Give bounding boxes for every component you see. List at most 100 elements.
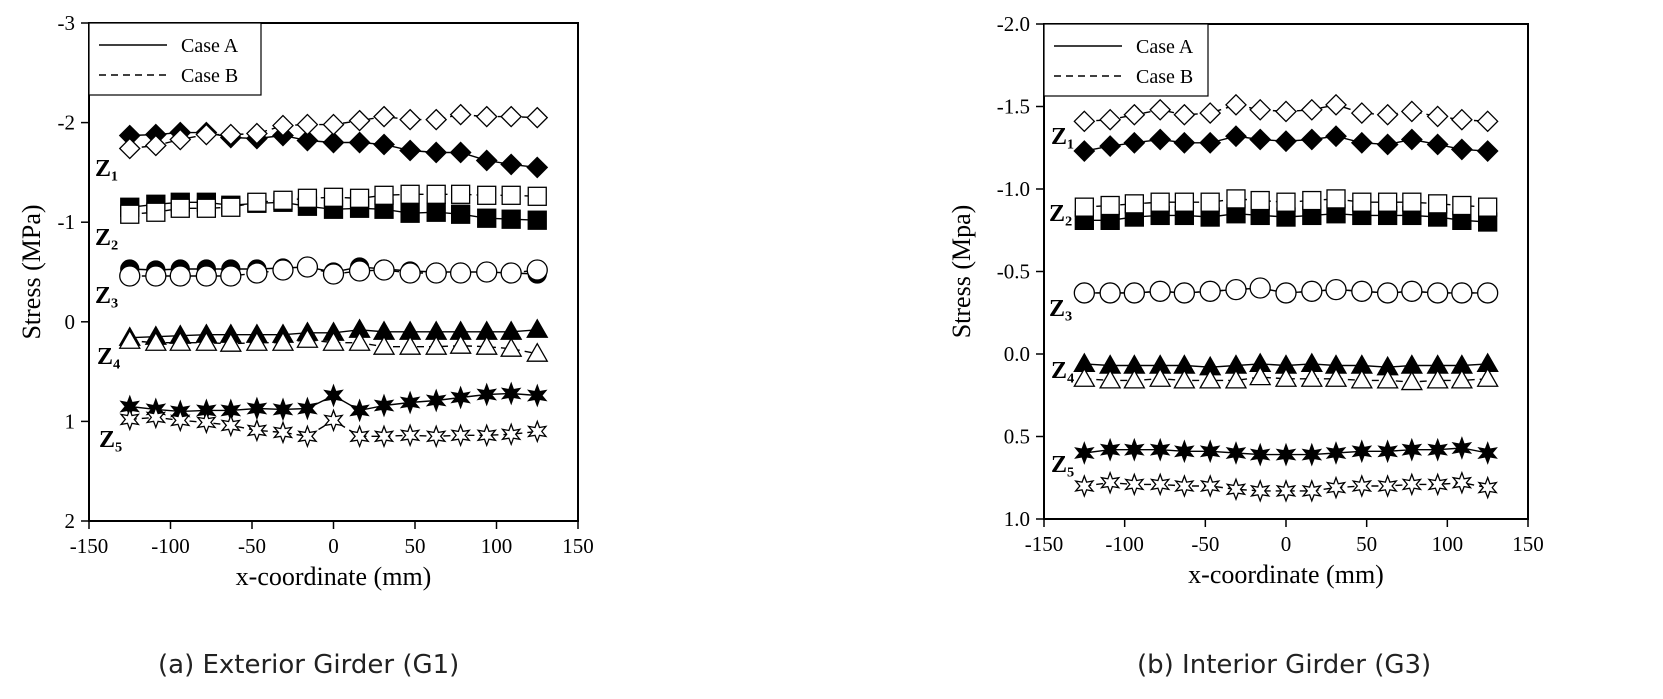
- data-point: [1275, 100, 1297, 123]
- data-point: [1074, 197, 1094, 217]
- data-point: [297, 188, 318, 208]
- data-point: [246, 262, 268, 284]
- data-point: [1325, 475, 1347, 500]
- data-point: [1302, 190, 1322, 211]
- data-point: [1478, 197, 1498, 217]
- data-point: [500, 381, 522, 406]
- data-point: [1477, 475, 1498, 500]
- data-point: [246, 418, 268, 443]
- data-point: [1199, 131, 1222, 154]
- data-point: [297, 396, 318, 421]
- data-point: [1174, 439, 1195, 464]
- data-point: [245, 122, 268, 145]
- series-line: [1084, 481, 1488, 492]
- data-point: [196, 410, 217, 435]
- data-point: [1249, 478, 1271, 503]
- data-point: [118, 329, 141, 349]
- data-point: [1275, 478, 1297, 503]
- data-point: [349, 398, 370, 423]
- data-point: [1074, 474, 1095, 498]
- data-point: [169, 331, 192, 351]
- data-point: [1325, 278, 1347, 301]
- series-z5-case-b: [119, 405, 548, 449]
- series-label-z3: Z₃: [1049, 296, 1072, 322]
- x-tick-label: -100: [1105, 532, 1144, 556]
- data-point: [400, 203, 420, 223]
- data-point: [1174, 192, 1195, 212]
- data-point: [349, 188, 370, 208]
- series-label-z3: Z₃: [95, 283, 118, 309]
- data-point: [450, 423, 471, 448]
- data-point: [296, 256, 319, 278]
- data-point: [373, 133, 395, 156]
- data-point: [373, 424, 395, 449]
- data-point: [526, 318, 549, 338]
- data-point: [399, 390, 421, 415]
- y-tick-label: 0.0: [1004, 342, 1030, 366]
- data-point: [1073, 367, 1096, 387]
- data-point: [1225, 477, 1247, 502]
- data-point: [501, 209, 521, 229]
- data-point: [247, 192, 267, 212]
- x-tick-label: 100: [1432, 532, 1464, 556]
- data-point: [146, 202, 166, 222]
- y-tick-label: 0: [65, 310, 76, 334]
- y-tick-label: 1.0: [1004, 507, 1030, 531]
- data-point: [322, 113, 345, 136]
- data-point: [1173, 103, 1196, 126]
- data-point: [1099, 470, 1121, 495]
- data-point: [1224, 369, 1248, 389]
- data-point: [322, 263, 345, 285]
- data-point: [1301, 442, 1323, 467]
- data-point: [501, 185, 521, 205]
- data-point: [1123, 282, 1145, 304]
- x-tick-label: 50: [1356, 532, 1377, 556]
- data-point: [323, 187, 344, 207]
- data-point: [1325, 441, 1347, 465]
- data-point: [1476, 367, 1499, 387]
- chart-panel-exterior-girder: -150 -100 -50 0 50 100 150 -3 -2 -1 0 1 2 x-coordinat…: [0, 0, 820, 699]
- data-point: [399, 262, 421, 284]
- x-tick-label: -100: [151, 534, 190, 558]
- data-point: [1073, 282, 1095, 304]
- x-tick-label: 100: [481, 534, 513, 558]
- data-point: [1123, 103, 1146, 126]
- data-point: [527, 210, 547, 230]
- data-point: [1124, 194, 1144, 214]
- data-point: [323, 408, 344, 433]
- data-point: [1199, 102, 1222, 125]
- data-point: [372, 335, 396, 355]
- data-point: [1400, 370, 1423, 391]
- data-point: [1275, 130, 1297, 153]
- data-point: [1301, 478, 1323, 503]
- series-z5-case-b: [1074, 470, 1498, 503]
- data-point: [449, 141, 472, 164]
- data-point: [1427, 282, 1449, 304]
- data-point: [1199, 280, 1221, 302]
- series-z5-case-a: [1074, 436, 1498, 467]
- data-point: [1099, 437, 1121, 462]
- data-point: [450, 184, 471, 204]
- data-point: [119, 407, 141, 432]
- legend-box: [1043, 23, 1209, 97]
- legend-label-case-b: Case B: [1136, 66, 1193, 88]
- data-point: [169, 265, 191, 287]
- data-point: [348, 131, 371, 154]
- data-point: [145, 405, 167, 430]
- data-point: [1300, 367, 1323, 387]
- data-point: [144, 331, 167, 351]
- data-point: [1377, 474, 1398, 498]
- data-point: [144, 134, 167, 157]
- data-point: [1350, 369, 1373, 389]
- data-point: [1149, 280, 1171, 302]
- y-tick-label: -0.5: [997, 260, 1030, 284]
- data-point: [450, 385, 471, 410]
- data-point: [1400, 100, 1423, 123]
- data-point: [500, 422, 522, 447]
- data-point: [219, 332, 242, 352]
- data-point: [219, 123, 242, 146]
- data-point: [1376, 103, 1399, 126]
- data-point: [1324, 367, 1348, 387]
- data-point: [477, 185, 497, 205]
- series-z1-case-b: [118, 103, 549, 160]
